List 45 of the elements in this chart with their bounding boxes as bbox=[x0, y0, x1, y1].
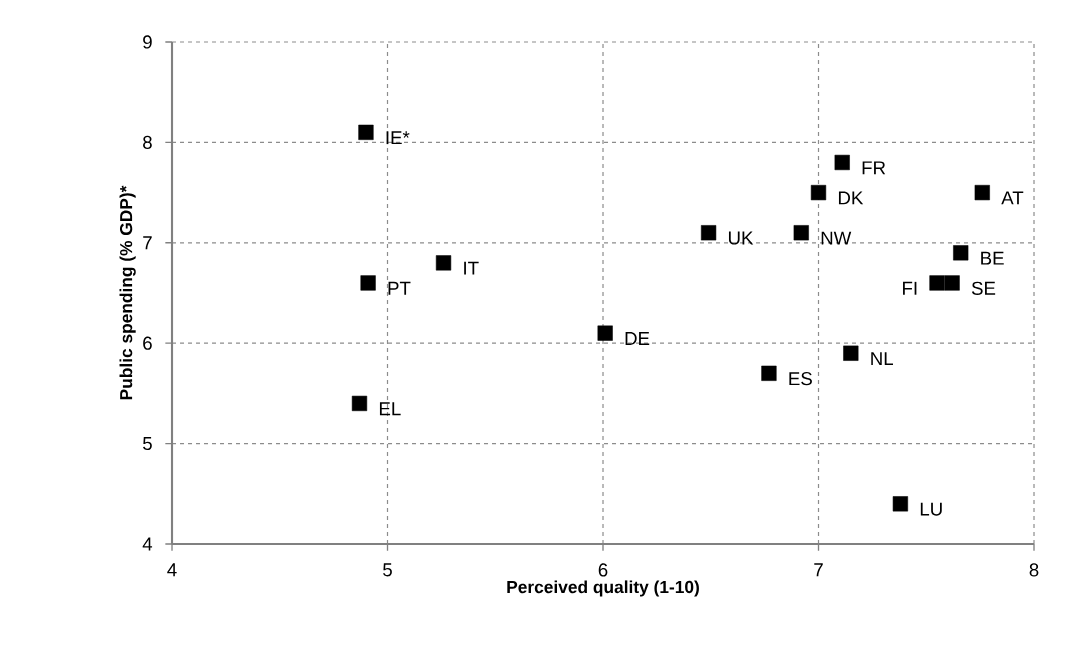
point bbox=[953, 245, 969, 261]
point bbox=[701, 225, 717, 241]
x-tick-label: 5 bbox=[383, 563, 392, 577]
y-tick-label: 7 bbox=[143, 236, 152, 250]
annotation: AT bbox=[1001, 191, 1024, 205]
y-tick-label: 6 bbox=[143, 336, 152, 350]
annotation: FR bbox=[862, 161, 886, 175]
x-tick-label: 6 bbox=[598, 563, 608, 577]
annotation: DK bbox=[838, 191, 864, 205]
annotation: NW bbox=[821, 231, 852, 245]
annotation: EL bbox=[379, 402, 401, 416]
point bbox=[974, 184, 990, 201]
point bbox=[843, 345, 859, 361]
annotation: IE* bbox=[386, 131, 410, 145]
x-tick-label: 8 bbox=[1029, 563, 1039, 577]
point bbox=[944, 275, 960, 291]
annotation: NL bbox=[871, 352, 893, 365]
point bbox=[810, 184, 827, 201]
y-tick-label: 4 bbox=[142, 537, 153, 551]
y-tick-label: 8 bbox=[143, 135, 152, 150]
annotation: DE bbox=[625, 332, 650, 345]
point bbox=[761, 365, 777, 381]
x-axis-title: Perceived quality (1-10) bbox=[507, 580, 699, 597]
point bbox=[834, 154, 850, 171]
point bbox=[435, 255, 452, 271]
y-axis-title: Public spending (% GDP)* bbox=[119, 185, 136, 400]
x-tick-label: 4 bbox=[167, 563, 177, 577]
point bbox=[358, 124, 374, 140]
point bbox=[929, 275, 945, 291]
annotation: FI bbox=[903, 281, 917, 295]
point bbox=[793, 225, 809, 241]
annotation: IT bbox=[464, 261, 479, 275]
point bbox=[351, 395, 368, 412]
annotation: BE bbox=[981, 251, 1004, 265]
y-tick-label: 5 bbox=[143, 437, 152, 451]
point bbox=[597, 325, 613, 341]
x-tick-label: 7 bbox=[814, 563, 823, 577]
y-tick-label: 9 bbox=[143, 35, 152, 49]
annotation: LU bbox=[920, 502, 942, 516]
annotation: SE bbox=[971, 281, 996, 295]
point bbox=[360, 275, 376, 291]
annotation: PT bbox=[388, 281, 411, 295]
annotation: ES bbox=[789, 372, 812, 386]
annotation: UK bbox=[728, 231, 754, 245]
point bbox=[892, 496, 908, 512]
